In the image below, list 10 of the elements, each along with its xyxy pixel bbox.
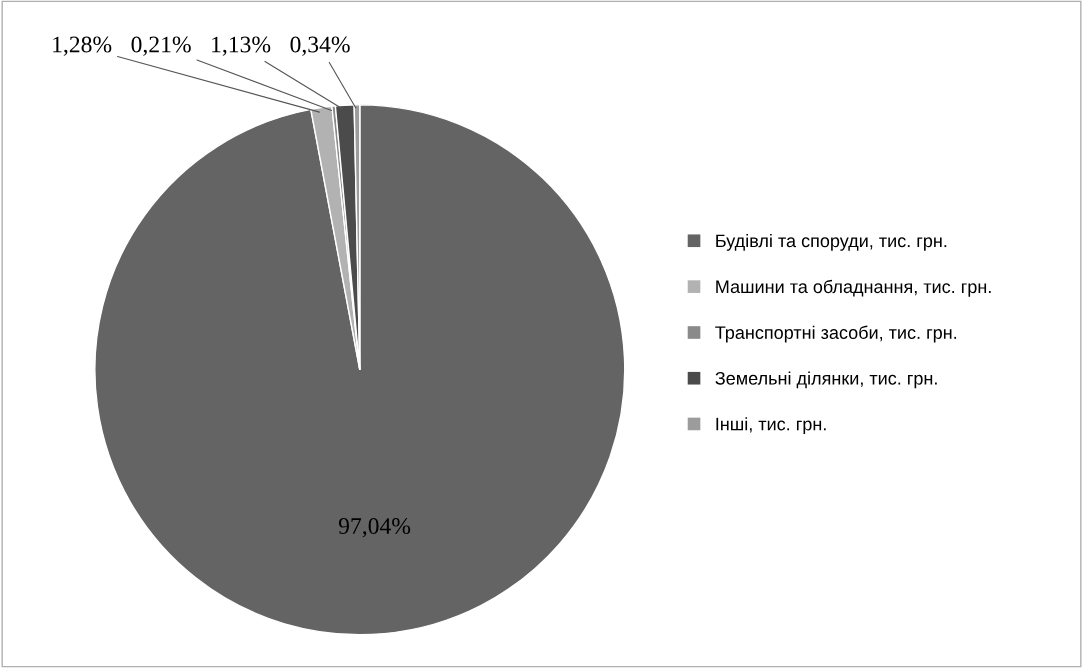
legend-label: Земельні ділянки, тис. грн. <box>715 371 937 389</box>
legend-label: Будівлі та споруди, тис. грн. <box>716 233 947 251</box>
data-label: 1,13% <box>212 36 271 56</box>
legend-label: Інші, тис. грн. <box>716 417 826 435</box>
data-label: 1,28% <box>53 36 112 56</box>
data-label: 0,21% <box>131 36 191 56</box>
legend-label: Машини та обладнання, тис. грн. <box>716 279 991 297</box>
legend-label: Транспортні засоби, тис. грн. <box>715 325 957 343</box>
data-label: 97,04% <box>338 518 411 538</box>
data-label: 0,34% <box>290 36 350 56</box>
